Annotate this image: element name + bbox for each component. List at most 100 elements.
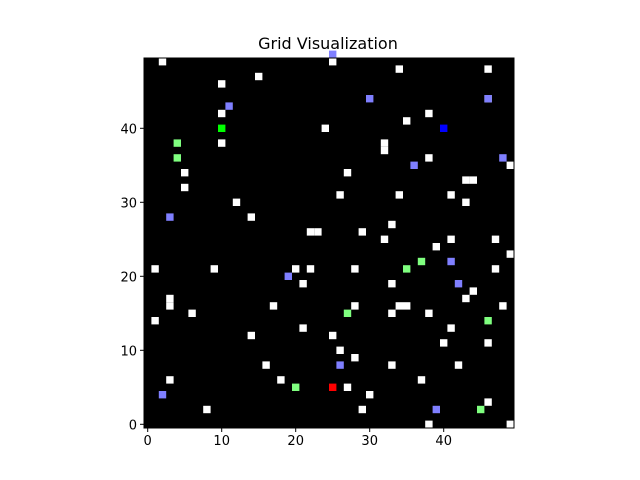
grid-cell-white bbox=[462, 176, 470, 184]
grid-cell-white bbox=[351, 354, 359, 362]
grid-cell-white bbox=[158, 58, 167, 66]
grid-cell-white bbox=[151, 317, 159, 325]
y-tick-label: 20 bbox=[120, 270, 137, 285]
grid-cell-white bbox=[388, 280, 396, 288]
y-tick-label: 0 bbox=[129, 418, 137, 433]
grid-cell-white bbox=[425, 154, 433, 162]
grid-cell-white bbox=[469, 176, 477, 184]
grid-cell-light-green bbox=[417, 257, 426, 266]
grid-cell-white bbox=[277, 376, 285, 384]
grid-cell-white bbox=[388, 220, 396, 229]
grid-cell-white bbox=[425, 109, 433, 118]
chart-title: Grid Visualization bbox=[258, 34, 398, 53]
grid-cell-white bbox=[181, 183, 189, 192]
grid-cell-white bbox=[447, 235, 455, 243]
grid-cell-white bbox=[380, 235, 389, 243]
x-tick-label: 0 bbox=[144, 434, 152, 449]
grid-cell-white bbox=[218, 109, 226, 118]
grid-cell-light-blue bbox=[454, 280, 463, 288]
grid-cell-white bbox=[499, 302, 507, 310]
grid-cell-white bbox=[218, 80, 226, 88]
grid-cell-white bbox=[292, 265, 300, 273]
grid-cell-white bbox=[336, 191, 344, 199]
grid-cell-light-blue bbox=[225, 102, 233, 110]
grid-cell-white bbox=[351, 265, 359, 273]
grid-cell-white bbox=[506, 161, 514, 169]
grid-cell-red bbox=[329, 383, 337, 391]
grid-cell-white bbox=[395, 191, 403, 199]
grid-cell-blue bbox=[440, 124, 448, 132]
grid-cell-white bbox=[306, 228, 315, 236]
plot-frame bbox=[143, 57, 515, 429]
grid-cell-white bbox=[306, 265, 315, 273]
grid-cell-white bbox=[403, 302, 411, 310]
grid-cell-light-green bbox=[477, 405, 485, 414]
grid-cell-white bbox=[247, 213, 255, 221]
y-tick-label: 30 bbox=[120, 196, 137, 211]
grid-cell-white bbox=[166, 294, 174, 303]
grid-cell-white bbox=[351, 302, 359, 310]
grid-cell-white bbox=[417, 376, 426, 384]
grid-cell-white bbox=[358, 228, 366, 236]
grid-cell-light-blue bbox=[410, 161, 418, 169]
grid-cell-white bbox=[299, 324, 307, 332]
grid-cell-white bbox=[181, 169, 189, 177]
grid-cell-light-blue bbox=[158, 391, 167, 399]
grid-cell-white bbox=[432, 243, 440, 251]
grid-cell-light-green bbox=[403, 265, 411, 273]
grid-cell-white bbox=[484, 65, 492, 73]
grid-cell-light-green bbox=[484, 317, 492, 325]
grid-cell-white bbox=[343, 169, 352, 177]
grid-cell-white bbox=[380, 146, 389, 155]
grid-cell-light-green bbox=[292, 383, 300, 391]
grid-cell-white bbox=[484, 339, 492, 347]
x-tick-label: 30 bbox=[361, 434, 378, 449]
grid-cell-white bbox=[403, 117, 411, 125]
grid-cell-white bbox=[395, 65, 403, 73]
grid-cell-white bbox=[395, 302, 403, 310]
grid-cell-light-green bbox=[173, 139, 181, 147]
grid-cell-white bbox=[166, 376, 174, 384]
grid-cell-white bbox=[232, 198, 241, 206]
x-axis: 0 10 20 30 40 bbox=[144, 428, 452, 449]
grid-cell-green bbox=[218, 124, 226, 132]
grid-cell-white bbox=[491, 235, 500, 243]
grid-cell-white bbox=[380, 139, 389, 147]
grid-background bbox=[144, 58, 514, 428]
grid-cell-light-blue bbox=[484, 95, 492, 103]
grid-cell-white bbox=[218, 139, 226, 147]
grid-cell-light-blue bbox=[447, 257, 455, 266]
grid-cell-light-blue bbox=[499, 154, 507, 162]
x-tick-label: 10 bbox=[213, 434, 230, 449]
grid-cell-white bbox=[299, 280, 307, 288]
grid-cell-white bbox=[203, 405, 211, 414]
grid-cell-white bbox=[188, 309, 196, 317]
grid-cell-light-blue bbox=[166, 213, 174, 221]
grid-cell-white bbox=[454, 361, 463, 369]
grid-cell-white bbox=[440, 339, 448, 347]
grid-cell-white bbox=[321, 124, 329, 132]
grid-cell-white bbox=[314, 228, 322, 236]
grid-cell-light-blue bbox=[284, 272, 292, 280]
grid-cell-white bbox=[491, 265, 500, 273]
grid-cell-white bbox=[484, 398, 492, 406]
grid-cell-light-green bbox=[343, 309, 352, 317]
grid-cell-white bbox=[336, 346, 344, 354]
grid-cell-white bbox=[210, 265, 218, 273]
x-tick-label: 20 bbox=[287, 434, 304, 449]
x-tick-label: 40 bbox=[435, 434, 452, 449]
grid-cell-white bbox=[388, 309, 396, 317]
y-tick-label: 10 bbox=[120, 344, 137, 359]
grid-cell-white bbox=[506, 420, 514, 428]
grid-cell-white bbox=[506, 250, 514, 258]
grid-cell-white bbox=[462, 198, 470, 206]
grid-cell-white bbox=[269, 302, 278, 310]
grid-cell-white bbox=[247, 331, 255, 340]
grid-cell-white bbox=[166, 302, 174, 310]
grid-cell-white bbox=[425, 420, 433, 428]
grid-cell-white bbox=[358, 405, 366, 414]
grid-cell-white bbox=[447, 324, 455, 332]
grid-cell-white bbox=[151, 265, 159, 273]
grid-cell-white bbox=[388, 361, 396, 369]
